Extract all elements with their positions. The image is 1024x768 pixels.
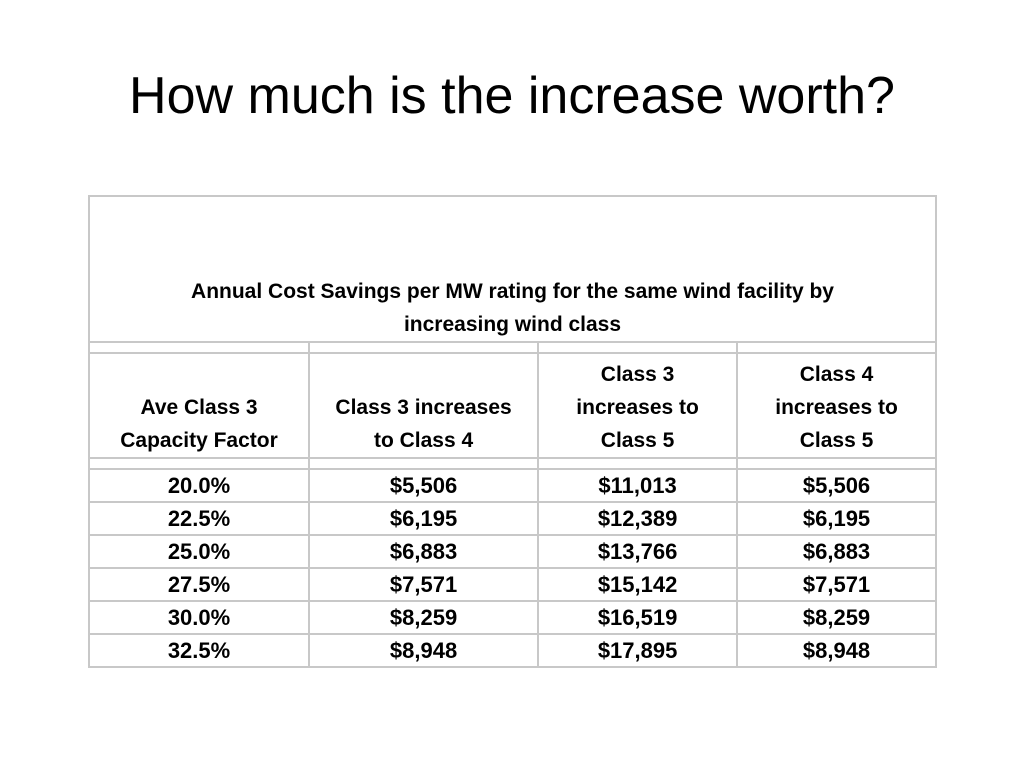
savings-cell: $8,259 (736, 600, 937, 635)
savings-cell: $13,766 (537, 534, 739, 569)
savings-cell: $7,571 (736, 567, 937, 602)
savings-cell: $15,142 (537, 567, 739, 602)
header-line: Capacity Factor (120, 429, 278, 452)
capacity-factor-cell: 32.5% (87, 633, 311, 668)
table-header-row: Ave Class 3 Capacity Factor Class 3 incr… (87, 352, 937, 459)
header-line: Class 3 increases (335, 396, 512, 419)
table-spacer-row (87, 341, 937, 354)
savings-cell: $5,506 (736, 468, 937, 503)
table-row: 22.5% $6,195 $12,389 $6,195 (87, 501, 937, 536)
header-line: Class 3 (600, 363, 675, 386)
capacity-factor-cell: 27.5% (87, 567, 311, 602)
header-capacity-factor: Ave Class 3 Capacity Factor (87, 352, 311, 459)
header-line: increases to (576, 396, 699, 419)
header-class3-to-class4: Class 3 increases to Class 4 (308, 352, 540, 459)
table-caption-line: Annual Cost Savings per MW rating for th… (191, 280, 834, 303)
spacer-cell (308, 341, 540, 354)
table-spacer-row (87, 457, 937, 470)
cost-savings-table: Annual Cost Savings per MW rating for th… (87, 195, 937, 668)
savings-cell: $6,883 (736, 534, 937, 569)
table-caption-row: Annual Cost Savings per MW rating for th… (88, 195, 937, 343)
savings-cell: $8,259 (308, 600, 540, 635)
header-line: Class 5 (799, 429, 874, 452)
spacer-cell (308, 457, 540, 470)
table-row: 30.0% $8,259 $16,519 $8,259 (87, 600, 937, 635)
slide-title: How much is the increase worth? (129, 67, 895, 125)
spacer-cell (87, 457, 311, 470)
savings-cell: $5,506 (308, 468, 540, 503)
capacity-factor-cell: 20.0% (87, 468, 311, 503)
savings-cell: $16,519 (537, 600, 739, 635)
header-line: increases to (775, 396, 898, 419)
table-row: 27.5% $7,571 $15,142 $7,571 (87, 567, 937, 602)
savings-cell: $17,895 (537, 633, 739, 668)
savings-cell: $7,571 (308, 567, 540, 602)
table-row: 32.5% $8,948 $17,895 $8,948 (87, 633, 937, 668)
spacer-cell (736, 457, 937, 470)
savings-cell: $8,948 (736, 633, 937, 668)
spacer-cell (537, 457, 739, 470)
table-row: 20.0% $5,506 $11,013 $5,506 (87, 468, 937, 503)
header-class4-to-class5: Class 4 increases to Class 5 (736, 352, 937, 459)
capacity-factor-cell: 30.0% (87, 600, 311, 635)
spacer-cell (736, 341, 937, 354)
capacity-factor-cell: 25.0% (87, 534, 311, 569)
header-line: Class 5 (600, 429, 675, 452)
header-class3-to-class5: Class 3 increases to Class 5 (537, 352, 739, 459)
capacity-factor-cell: 22.5% (87, 501, 311, 536)
savings-cell: $6,195 (736, 501, 937, 536)
savings-cell: $11,013 (537, 468, 739, 503)
header-line: to Class 4 (373, 429, 474, 452)
table-row: 25.0% $6,883 $13,766 $6,883 (87, 534, 937, 569)
savings-cell: $8,948 (308, 633, 540, 668)
savings-cell: $6,195 (308, 501, 540, 536)
savings-cell: $12,389 (537, 501, 739, 536)
spacer-cell (537, 341, 739, 354)
header-line: Class 4 (799, 363, 874, 386)
spacer-cell (87, 341, 311, 354)
table-caption-line: increasing wind class (403, 313, 622, 336)
table-caption: Annual Cost Savings per MW rating for th… (88, 195, 937, 343)
header-line: Ave Class 3 (140, 396, 258, 419)
savings-cell: $6,883 (308, 534, 540, 569)
